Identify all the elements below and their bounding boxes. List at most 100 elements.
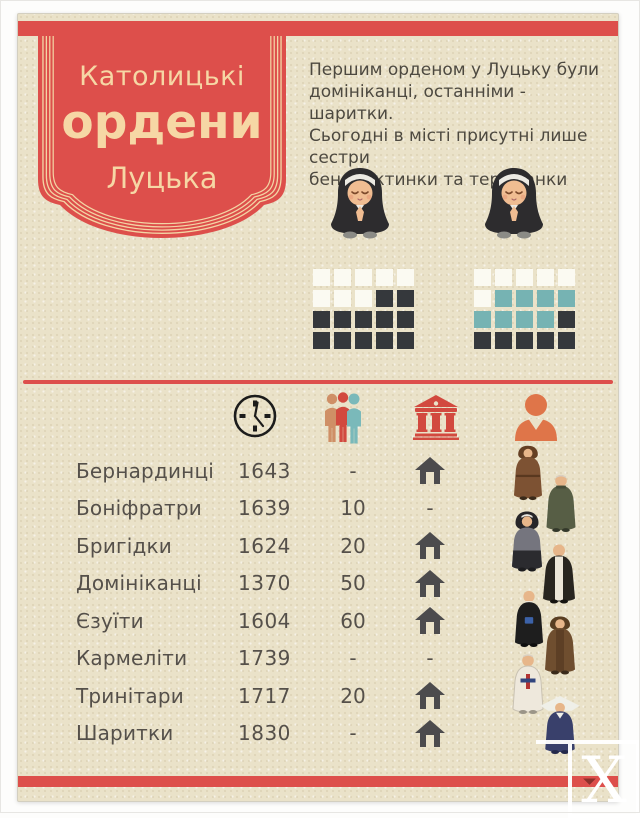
waffle-cell [537, 332, 554, 349]
dominican-monk-figure [536, 540, 582, 607]
order-name: Боніфратри [76, 496, 202, 521]
founding-year: 1639 [238, 496, 291, 521]
house-icon [415, 457, 445, 485]
founding-year: 1624 [238, 533, 291, 558]
waffle-cell [558, 311, 575, 328]
praying-nun-icon [485, 168, 543, 239]
table-row: Тринітари 1717 20 [76, 677, 472, 715]
bonifrater-monk-figure [538, 473, 584, 533]
table-row: Шаритки 1830 - [76, 715, 472, 753]
infographic-sheet: Католицькі ордени Луцька Першим орденом … [17, 13, 619, 802]
table-row: Єзуїти 1604 60 [76, 602, 472, 640]
members-count: 20 [340, 683, 366, 708]
waffle-cell [313, 311, 330, 328]
waffle-cell [474, 290, 491, 307]
waffle-cell [376, 269, 393, 286]
order-name: Шаритки [76, 721, 174, 746]
bottom-red-band [18, 776, 618, 787]
table-row: Домініканці 1370 50 [76, 565, 472, 603]
page-title: Католицькі ордени Луцька [38, 21, 286, 195]
waffle-cell [313, 332, 330, 349]
waffle-cell [397, 311, 414, 328]
house-icon [415, 719, 445, 747]
waffle-cell [376, 311, 393, 328]
waffle-cell [474, 332, 491, 349]
brigidine-nun-figure [504, 509, 550, 574]
order-name: Кармеліти [76, 646, 188, 671]
waffle-cell [495, 269, 512, 286]
waffle-chart-left [313, 269, 414, 349]
waffle-cell [495, 332, 512, 349]
title-line-2: ордени [61, 95, 263, 150]
order-name: Бригідки [76, 533, 172, 558]
waffle-cell [397, 269, 414, 286]
waffle-cell [558, 332, 575, 349]
monastery-cell [392, 682, 468, 710]
founding-year: 1830 [238, 721, 291, 746]
waffle-cell [355, 290, 372, 307]
members-count: - [349, 646, 357, 671]
waffle-cell [334, 290, 351, 307]
intro-line: Першим орденом у Луцьку були [309, 60, 600, 80]
monastery-cell: - [426, 496, 434, 521]
house-icon [415, 607, 445, 635]
house-icon [415, 682, 445, 710]
monastery-cell [392, 532, 468, 560]
waffle-cell [537, 311, 554, 328]
monastery-building-icon [413, 395, 459, 440]
order-name: Тринітари [76, 683, 184, 708]
waffle-cell [376, 332, 393, 349]
waffle-cell [516, 332, 533, 349]
waffle-cell [537, 290, 554, 307]
waffle-cell [516, 269, 533, 286]
waffle-cell [313, 290, 330, 307]
red-divider-line [23, 380, 613, 384]
founding-year: 1604 [238, 608, 291, 633]
members-count: 50 [340, 571, 366, 596]
founding-year: 1739 [238, 646, 291, 671]
waffle-cell [495, 290, 512, 307]
waffle-cell [397, 332, 414, 349]
watermark-letter: X [581, 744, 627, 818]
top-red-band [18, 21, 618, 36]
waffle-cell [334, 332, 351, 349]
jesuit-priest-figure [506, 589, 552, 647]
monastery-cell [392, 719, 468, 747]
waffle-chart-right [474, 269, 575, 349]
order-name: Єзуїти [76, 608, 144, 633]
waffle-cell [355, 332, 372, 349]
table-row: Бригідки 1624 20 [76, 527, 472, 565]
house-icon [415, 569, 445, 597]
waffle-cell [558, 290, 575, 307]
table-row: Боніфратри 1639 10 - [76, 490, 472, 528]
monastery-cell [392, 607, 468, 635]
waffle-cell [355, 269, 372, 286]
watermark-line [536, 740, 568, 744]
praying-nun-icon [331, 168, 389, 239]
members-count: 10 [340, 496, 366, 521]
members-count: - [349, 458, 357, 483]
title-line-1: Католицькі [79, 61, 245, 92]
monastery-cell [392, 569, 468, 597]
title-line-3: Луцька [106, 161, 218, 195]
intro-line: домініканці, останніми - шаритки. [309, 82, 526, 124]
founding-year: 1717 [238, 683, 291, 708]
watermark-logo: X [568, 740, 640, 818]
order-name: Бернардинці [76, 458, 215, 483]
members-count: 20 [340, 533, 366, 558]
house-icon [415, 532, 445, 560]
monastery-cell [392, 457, 468, 485]
waffle-cell [495, 311, 512, 328]
orders-table: Бернардинці 1643 - Боніфратри 1639 10 - … [76, 452, 472, 752]
waffle-cell [334, 269, 351, 286]
title-banner-shape [38, 21, 286, 238]
waffle-cell [537, 269, 554, 286]
waffle-cell [474, 311, 491, 328]
table-row: Бернардинці 1643 - [76, 452, 472, 490]
members-count: - [349, 721, 357, 746]
waffle-cell [334, 311, 351, 328]
members-count: 60 [340, 608, 366, 633]
people-icon [325, 392, 361, 444]
waffle-cell [558, 269, 575, 286]
waffle-cell [397, 290, 414, 307]
